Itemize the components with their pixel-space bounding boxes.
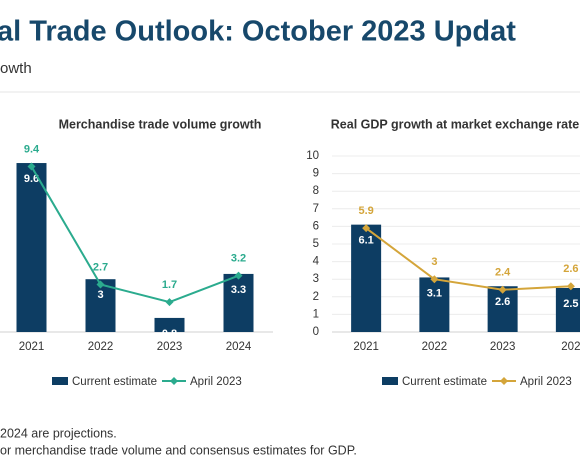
legend-swatch bbox=[52, 377, 68, 385]
line-value-label: 5.9 bbox=[358, 205, 373, 217]
bar-value-label: 9.6 bbox=[24, 173, 39, 185]
line-marker bbox=[362, 224, 371, 233]
line-marker bbox=[234, 271, 243, 280]
legend-marker bbox=[500, 377, 508, 385]
x-tick-label: 2023 bbox=[490, 341, 516, 353]
legend-label: Current estimate bbox=[72, 376, 157, 388]
legend-marker bbox=[170, 377, 178, 385]
bar-value-label: 0.8 bbox=[162, 328, 177, 340]
line-marker bbox=[430, 275, 439, 284]
y-tick-label: 4 bbox=[313, 256, 320, 268]
y-tick-label: 9 bbox=[313, 168, 319, 180]
x-tick-label: 2024 bbox=[226, 341, 252, 353]
y-tick-label: 5 bbox=[313, 238, 319, 250]
bar bbox=[419, 277, 450, 332]
bar-value-label: 2.5 bbox=[563, 298, 578, 310]
line bbox=[365, 227, 571, 291]
page-subtitle: owth bbox=[0, 60, 32, 77]
bar-value-label: 2.6 bbox=[495, 296, 510, 308]
y-tick-label: 1 bbox=[313, 308, 319, 320]
y-tick-label: 6 bbox=[313, 220, 319, 232]
line bbox=[30, 166, 239, 304]
bar-value-label: 3.1 bbox=[427, 287, 442, 299]
x-tick-label: 2022 bbox=[88, 341, 114, 353]
line-marker bbox=[96, 280, 105, 289]
footnote: 2024 are projections. bbox=[0, 426, 117, 440]
x-tick-label: 202 bbox=[561, 341, 580, 353]
x-tick-label: 2023 bbox=[157, 341, 183, 353]
y-tick-label: 2 bbox=[313, 291, 319, 303]
x-tick-label: 2021 bbox=[19, 341, 45, 353]
line-value-label: 3 bbox=[431, 256, 437, 268]
line-marker bbox=[27, 162, 36, 171]
line-value-label: 9.4 bbox=[24, 143, 40, 155]
bar bbox=[16, 163, 47, 332]
x-tick-label: 2022 bbox=[422, 341, 448, 353]
legend-label: April 2023 bbox=[520, 376, 572, 388]
footnote: or merchandise trade volume and consensu… bbox=[0, 443, 357, 457]
line-value-label: 2.6 bbox=[563, 263, 578, 275]
bar bbox=[555, 288, 580, 332]
line-marker bbox=[498, 285, 507, 294]
y-tick-label: 7 bbox=[313, 203, 319, 215]
y-tick-label: 10 bbox=[306, 150, 319, 162]
y-tick-label: 0 bbox=[313, 326, 319, 338]
legend-swatch bbox=[382, 377, 398, 385]
bar-value-label: 3.3 bbox=[231, 284, 246, 296]
line-value-label: 2.4 bbox=[495, 267, 511, 279]
line-value-label: 3.2 bbox=[231, 253, 246, 265]
bar-value-label: 6.1 bbox=[358, 235, 373, 247]
line-value-label: 1.7 bbox=[162, 279, 177, 291]
y-tick-label: 3 bbox=[313, 273, 319, 285]
bar bbox=[487, 286, 518, 332]
x-tick-label: 2021 bbox=[353, 341, 379, 353]
line-marker bbox=[165, 298, 174, 307]
line-marker bbox=[566, 282, 575, 291]
chart-title: Merchandise trade volume growth bbox=[59, 117, 262, 131]
line-value-label: 2.7 bbox=[93, 261, 108, 273]
page-title: al Trade Outlook: October 2023 Updat bbox=[0, 16, 516, 48]
bar bbox=[223, 273, 254, 332]
bar-value-label: 3 bbox=[97, 289, 103, 301]
bar bbox=[154, 317, 185, 332]
y-tick-label: 8 bbox=[313, 185, 319, 197]
chart-title: Real GDP growth at market exchange rate bbox=[331, 117, 580, 131]
legend-label: Current estimate bbox=[402, 376, 487, 388]
bar bbox=[351, 224, 382, 332]
legend-label: April 2023 bbox=[190, 376, 242, 388]
